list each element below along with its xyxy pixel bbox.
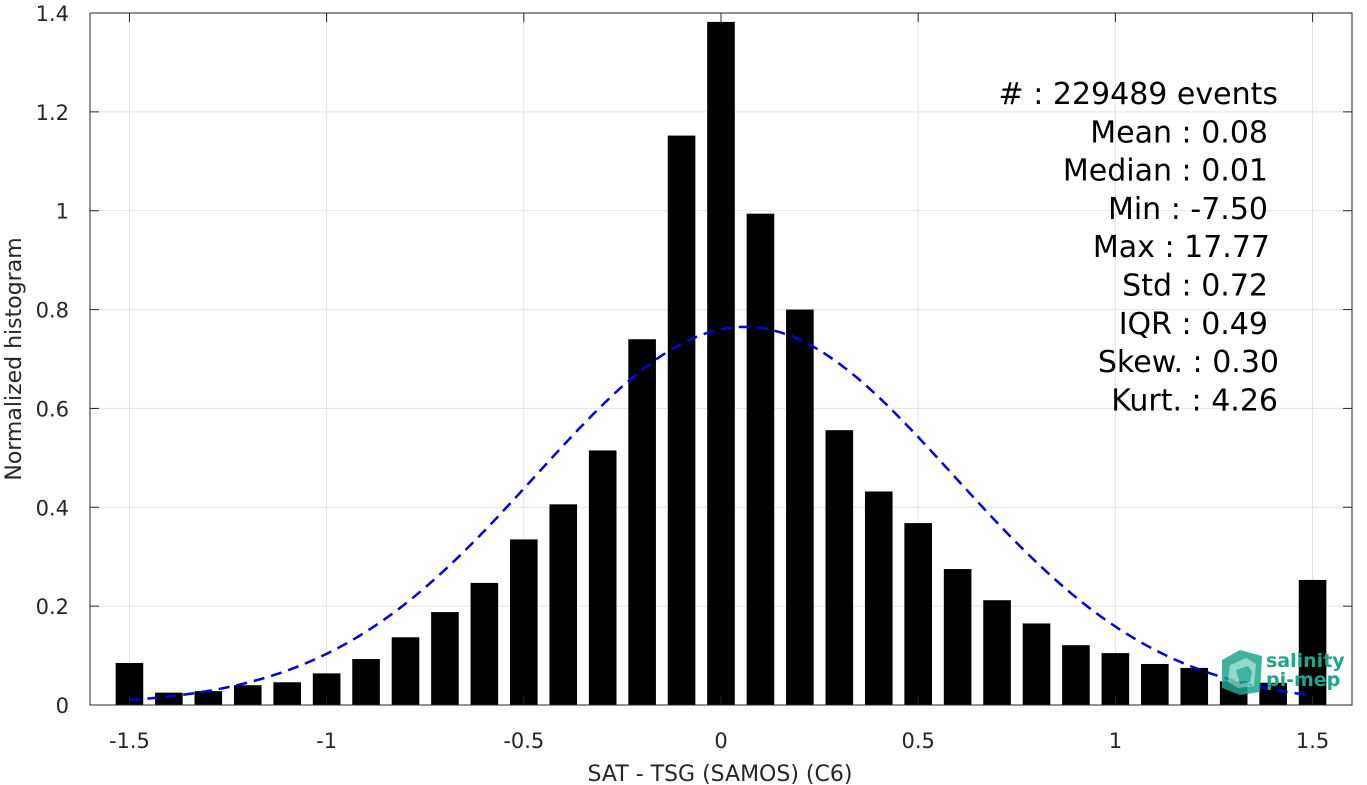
histogram-bar (155, 692, 183, 705)
histogram-bar (1298, 579, 1327, 705)
y-tick-label: 1.2 (36, 101, 69, 125)
histogram-bar (431, 612, 459, 705)
histogram-bar (1022, 623, 1051, 705)
x-tick-label: 1.5 (1296, 729, 1329, 753)
x-tick-labels: -1.5 -1 -0.5 0 0.5 1 1.5 (109, 729, 1329, 753)
x-tick-label: -1.5 (109, 729, 150, 753)
y-axis-title: Normalized histogram (2, 237, 27, 480)
stat-line: # : 229489 events (999, 77, 1278, 112)
y-tick-label: 0.6 (36, 397, 69, 421)
histogram-bar (667, 135, 696, 705)
histogram-bar (549, 504, 578, 705)
x-axis-title: SAT - TSG (SAMOS) (C6) (588, 762, 853, 785)
pi-mep-logo-icon (1222, 650, 1262, 695)
histogram-bar (628, 339, 656, 705)
stat-line: Median : 0.01 (1063, 154, 1268, 189)
histogram-bar (470, 582, 499, 705)
histogram-bar (273, 682, 301, 705)
histogram-bar (391, 637, 420, 705)
y-tick-label: 0.8 (36, 299, 69, 323)
histogram-bar (904, 523, 932, 705)
x-tick-label: -1 (316, 729, 337, 753)
stat-line: Skew. : 0.30 (1098, 345, 1279, 380)
histogram-bar (707, 21, 735, 705)
gaussian-fit-curve (129, 325, 1313, 702)
histogram-bar (746, 213, 775, 705)
x-tick-label: 1 (1109, 729, 1122, 753)
stat-line: Mean : 0.08 (1090, 115, 1268, 150)
logo-line1: salinity (1266, 650, 1345, 672)
x-tick-label: 0.5 (901, 729, 934, 753)
histogram-bar (943, 569, 972, 705)
logo-line2: pi-mep (1266, 669, 1340, 691)
histogram-bar (786, 309, 814, 705)
y-tick-label: 0.4 (36, 496, 69, 520)
histogram-bar (233, 685, 262, 705)
y-tick-label: 1 (56, 200, 69, 224)
stat-line: Std : 0.72 (1122, 269, 1268, 304)
x-tick-label: 0 (714, 729, 727, 753)
histogram-bar (825, 430, 854, 705)
x-tick-label: -0.5 (503, 729, 544, 753)
histogram-bars (115, 21, 1327, 705)
stat-line: IQR : 0.49 (1119, 307, 1268, 342)
axis-ticks (90, 12, 1352, 706)
y-tick-labels: 0 0.2 0.4 0.6 0.8 1 1.2 1.4 (36, 2, 69, 718)
stat-line: Max : 17.77 (1093, 230, 1270, 265)
histogram-bar (864, 491, 893, 705)
y-tick-label: 0 (56, 694, 69, 718)
y-tick-label: 1.4 (36, 2, 69, 26)
histogram-bar (194, 691, 223, 705)
histogram-bar (983, 600, 1011, 705)
salinity-pi-mep-logo: salinity pi-mep (1222, 650, 1345, 695)
y-tick-label: 0.2 (36, 595, 69, 619)
histogram-bar (1180, 667, 1209, 705)
histogram-bar (1141, 663, 1169, 705)
histogram-bar (352, 659, 380, 705)
histogram-bar (1062, 645, 1090, 705)
stat-line: Kurt. : 4.26 (1111, 383, 1278, 418)
histogram-bar (588, 450, 617, 705)
histogram-bar (510, 539, 538, 705)
stat-line: Min : -7.50 (1108, 192, 1268, 227)
